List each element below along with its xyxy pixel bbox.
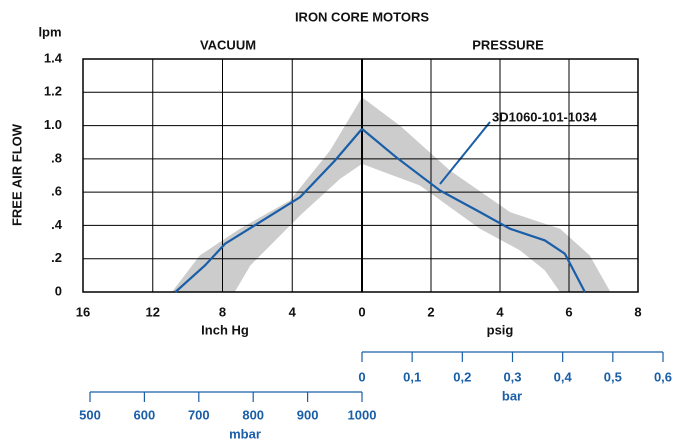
scale-tick-label: 0,6 — [654, 369, 672, 384]
data-line — [361, 128, 586, 293]
y-tick-label: 0 — [55, 283, 62, 298]
y-tick-label: .6 — [51, 184, 62, 199]
x-axis-label: psig — [487, 322, 514, 337]
y-tick-label: 1.2 — [44, 84, 62, 99]
y-tick-label: .2 — [51, 250, 62, 265]
x-tick-label: 16 — [76, 304, 90, 319]
scale-label: bar — [502, 388, 522, 403]
scale-tick-label: 500 — [79, 407, 101, 422]
scale-tick-label: 0,2 — [453, 369, 471, 384]
panel-title: PRESSURE — [472, 37, 544, 52]
y-unit: lpm — [38, 24, 61, 39]
plot-frame — [82, 58, 639, 293]
panel-title: VACUUM — [200, 37, 256, 52]
scale-tick-label: 0 — [358, 369, 365, 384]
chart-title: IRON CORE MOTORS — [295, 9, 429, 24]
scale-tick-label: 0,5 — [604, 369, 622, 384]
y-tick-label: 1.4 — [44, 50, 63, 65]
y-axis-label: FREE AIR FLOW — [9, 123, 24, 226]
data-line — [174, 128, 363, 293]
series-label: 3D1060-101-1034 — [492, 109, 598, 124]
x-tick-label: 8 — [634, 304, 641, 319]
scale-tick-label: 800 — [242, 407, 264, 422]
x-axis-label: Inch Hg — [201, 322, 249, 337]
y-tick-label: .4 — [51, 217, 63, 232]
y-tick-label: .8 — [51, 150, 62, 165]
scale-tick-label: 600 — [134, 407, 156, 422]
x-tick-label: 8 — [219, 304, 226, 319]
scale-tick-label: 0,1 — [403, 369, 421, 384]
x-tick-label: 4 — [289, 304, 297, 319]
scale-tick-label: 1000 — [348, 407, 377, 422]
x-tick-label: 12 — [146, 304, 160, 319]
scale-tick-label: 700 — [188, 407, 210, 422]
y-tick-label: 1.0 — [44, 117, 62, 132]
tolerance-band — [171, 97, 362, 293]
x-tick-label: 6 — [565, 304, 572, 319]
scale-tick-label: 0,4 — [554, 369, 573, 384]
x-tick-label: 4 — [496, 304, 504, 319]
scale-tick-label: 0,3 — [503, 369, 521, 384]
leader-line — [439, 121, 491, 185]
scale-tick-label: 900 — [297, 407, 319, 422]
scale-label: mbar — [229, 426, 261, 441]
x-tick-label: 2 — [427, 304, 434, 319]
x-tick-label: 0 — [358, 304, 365, 319]
